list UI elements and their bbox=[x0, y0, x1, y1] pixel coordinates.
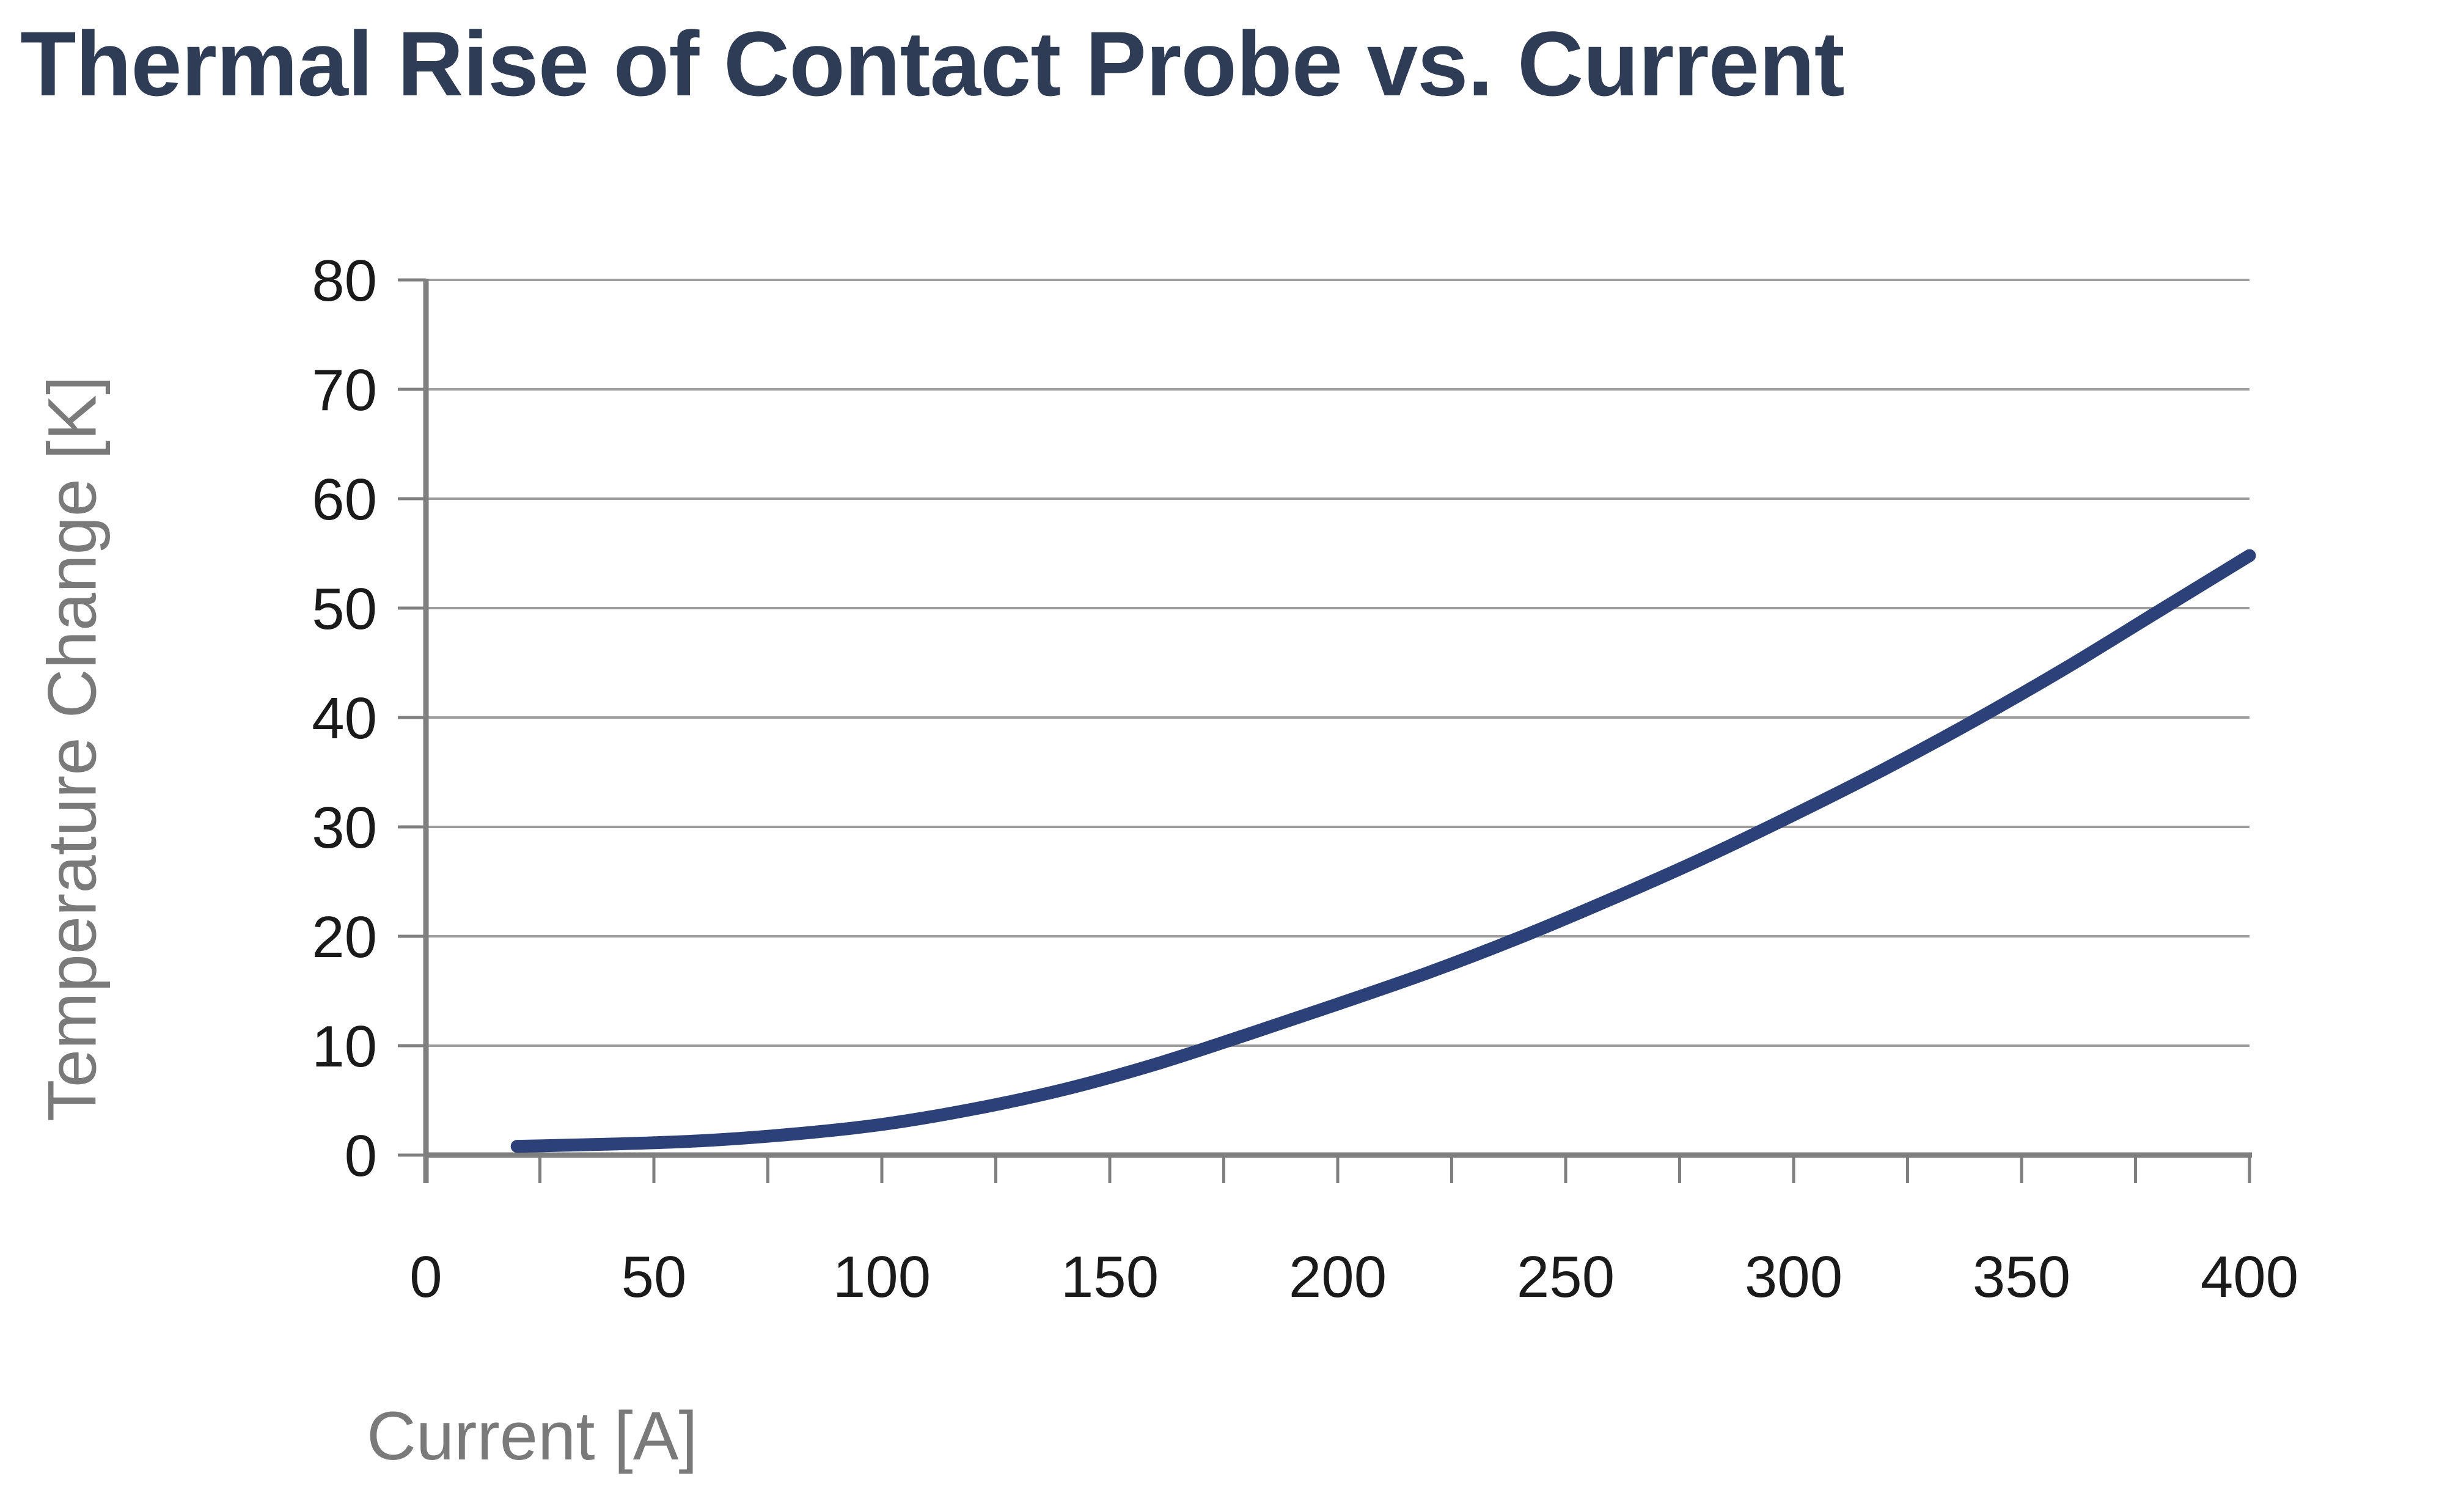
y-tick-label: 30 bbox=[312, 795, 377, 861]
chart-title: Thermal Rise of Contact Probe vs. Curren… bbox=[20, 12, 1845, 115]
x-tick-label: 50 bbox=[622, 1244, 687, 1310]
y-tick-label: 80 bbox=[312, 248, 377, 314]
y-tick-label: 20 bbox=[312, 905, 377, 970]
x-tick-label: 400 bbox=[2201, 1244, 2298, 1310]
y-tick-label: 10 bbox=[312, 1014, 377, 1079]
x-tick-label: 300 bbox=[1745, 1244, 1843, 1310]
x-tick-label: 100 bbox=[833, 1244, 931, 1310]
y-axis-title: Temperature Change [K] bbox=[34, 375, 111, 1122]
y-tick-label: 0 bbox=[345, 1123, 377, 1189]
x-tick-label: 250 bbox=[1517, 1244, 1615, 1310]
x-tick-label: 150 bbox=[1061, 1244, 1159, 1310]
x-tick-label: 200 bbox=[1289, 1244, 1387, 1310]
x-axis-title: Current [A] bbox=[367, 1398, 698, 1474]
y-tick-label: 70 bbox=[312, 358, 377, 423]
y-tick-label: 40 bbox=[312, 686, 377, 751]
series-line bbox=[510, 549, 2256, 1153]
x-tick-label: 350 bbox=[1973, 1244, 2070, 1310]
y-tick-label: 60 bbox=[312, 467, 377, 532]
x-tick-label: 0 bbox=[409, 1244, 442, 1310]
y-tick-label: 50 bbox=[312, 576, 377, 642]
